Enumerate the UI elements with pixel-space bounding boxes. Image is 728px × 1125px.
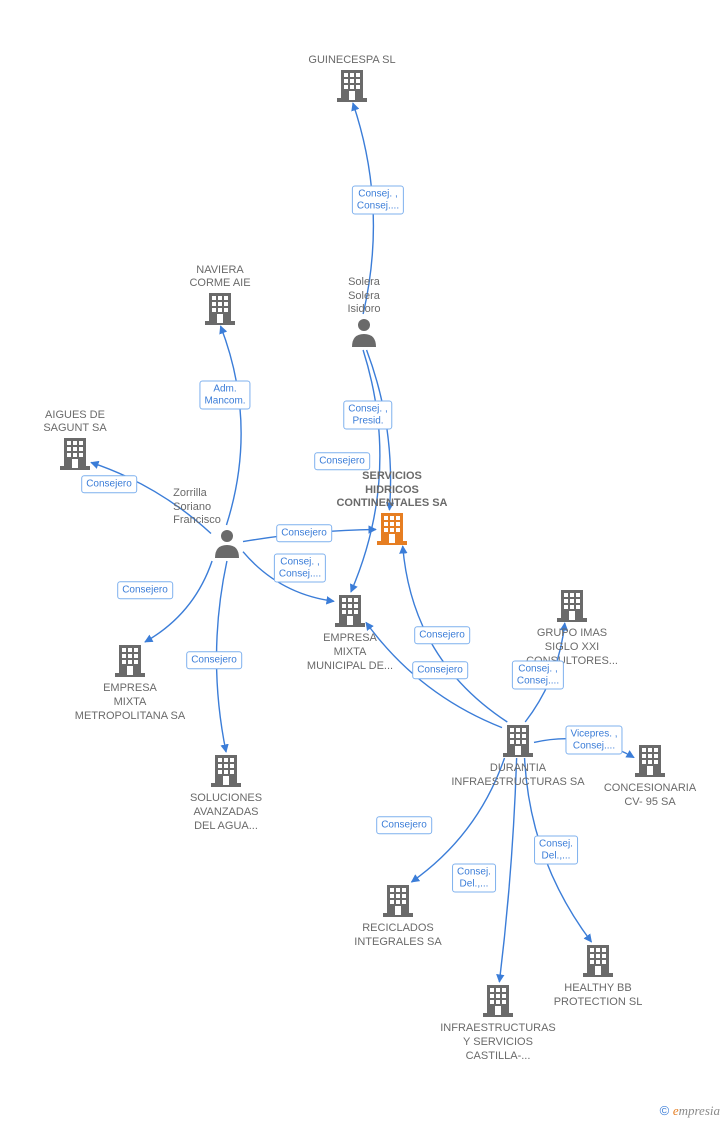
node-label: NAVIERA CORME AIE bbox=[189, 264, 250, 292]
node-solera[interactable]: Solera Solera Isidoro bbox=[347, 276, 380, 352]
node-servicios[interactable]: SERVICIOS HIDRICOS CONTINENTALES SA bbox=[336, 470, 447, 550]
node-reciclados[interactable]: RECICLADOS INTEGRALES SA bbox=[354, 883, 441, 950]
node-healthy[interactable]: HEALTHY BB PROTECTION SL bbox=[554, 943, 643, 1010]
brand-rest: mpresia bbox=[679, 1103, 720, 1118]
node-grupo_imas[interactable]: GRUPO IMAS SIGLO XXI CONSULTORES... bbox=[526, 588, 618, 668]
node-metropolitana[interactable]: EMPRESA MIXTA METROPOLITANA SA bbox=[75, 643, 185, 723]
edge-label: Consej. , Presid. bbox=[343, 401, 392, 430]
diagram-canvas: GUINECESPA SL Solera Solera Isidoro NAVI… bbox=[0, 0, 728, 1125]
edge-label: Consej. Del.,... bbox=[452, 864, 496, 893]
edge-zorrilla-metropolitana bbox=[145, 561, 212, 642]
edge-label: Consejero bbox=[314, 452, 370, 470]
edge-label: Consej. , Consej.... bbox=[512, 661, 564, 690]
edge-label: Consejero bbox=[376, 816, 432, 834]
node-label: EMPRESA MIXTA MUNICIPAL DE... bbox=[307, 632, 393, 673]
edge-label: Consej. , Consej.... bbox=[274, 554, 326, 583]
node-label: CONCESIONARIA CV- 95 SA bbox=[604, 782, 696, 810]
node-label: GUINECESPA SL bbox=[308, 54, 395, 68]
edge-label: Consej. Del.,... bbox=[534, 836, 578, 865]
edge-label: Consejero bbox=[276, 524, 332, 542]
edge-durantia-infra bbox=[499, 758, 516, 982]
edge-label: Consejero bbox=[117, 581, 173, 599]
node-guinecespa[interactable]: GUINECESPA SL bbox=[308, 54, 395, 107]
node-soluciones[interactable]: SOLUCIONES AVANZADAS DEL AGUA... bbox=[190, 753, 262, 833]
edge-label: Adm. Mancom. bbox=[199, 381, 250, 410]
edge-label: Consejero bbox=[412, 661, 468, 679]
edge-label: Consejero bbox=[186, 651, 242, 669]
node-label: RECICLADOS INTEGRALES SA bbox=[354, 922, 441, 950]
node-aigues[interactable]: AIGUES DE SAGUNT SA bbox=[43, 409, 106, 476]
node-zorrilla[interactable]: Zorrilla Soriano Francisco bbox=[203, 487, 251, 563]
node-label: EMPRESA MIXTA METROPOLITANA SA bbox=[75, 682, 185, 723]
node-label: SERVICIOS HIDRICOS CONTINENTALES SA bbox=[336, 470, 447, 511]
node-label: DURANTIA INFRAESTRUCTURAS SA bbox=[451, 762, 584, 790]
node-infra[interactable]: INFRAESTRUCTURAS Y SERVICIOS CASTILLA-..… bbox=[440, 983, 556, 1063]
node-label: HEALTHY BB PROTECTION SL bbox=[554, 982, 643, 1010]
node-label: SOLUCIONES AVANZADAS DEL AGUA... bbox=[190, 792, 262, 833]
copyright-symbol: © bbox=[660, 1103, 670, 1118]
node-naviera[interactable]: NAVIERA CORME AIE bbox=[189, 264, 250, 331]
edge-label: Consejero bbox=[414, 626, 470, 644]
node-label: INFRAESTRUCTURAS Y SERVICIOS CASTILLA-..… bbox=[440, 1022, 556, 1063]
node-label: AIGUES DE SAGUNT SA bbox=[43, 409, 106, 437]
node-label: Solera Solera Isidoro bbox=[347, 276, 380, 317]
footer: © empresia bbox=[660, 1103, 720, 1119]
edge-label: Consej. , Consej.... bbox=[352, 186, 404, 215]
edge-label: Vicepres. , Consej.... bbox=[565, 726, 622, 755]
node-label: Zorrilla Soriano Francisco bbox=[173, 487, 221, 528]
edge-label: Consejero bbox=[81, 475, 137, 493]
node-emm[interactable]: EMPRESA MIXTA MUNICIPAL DE... bbox=[307, 593, 393, 673]
